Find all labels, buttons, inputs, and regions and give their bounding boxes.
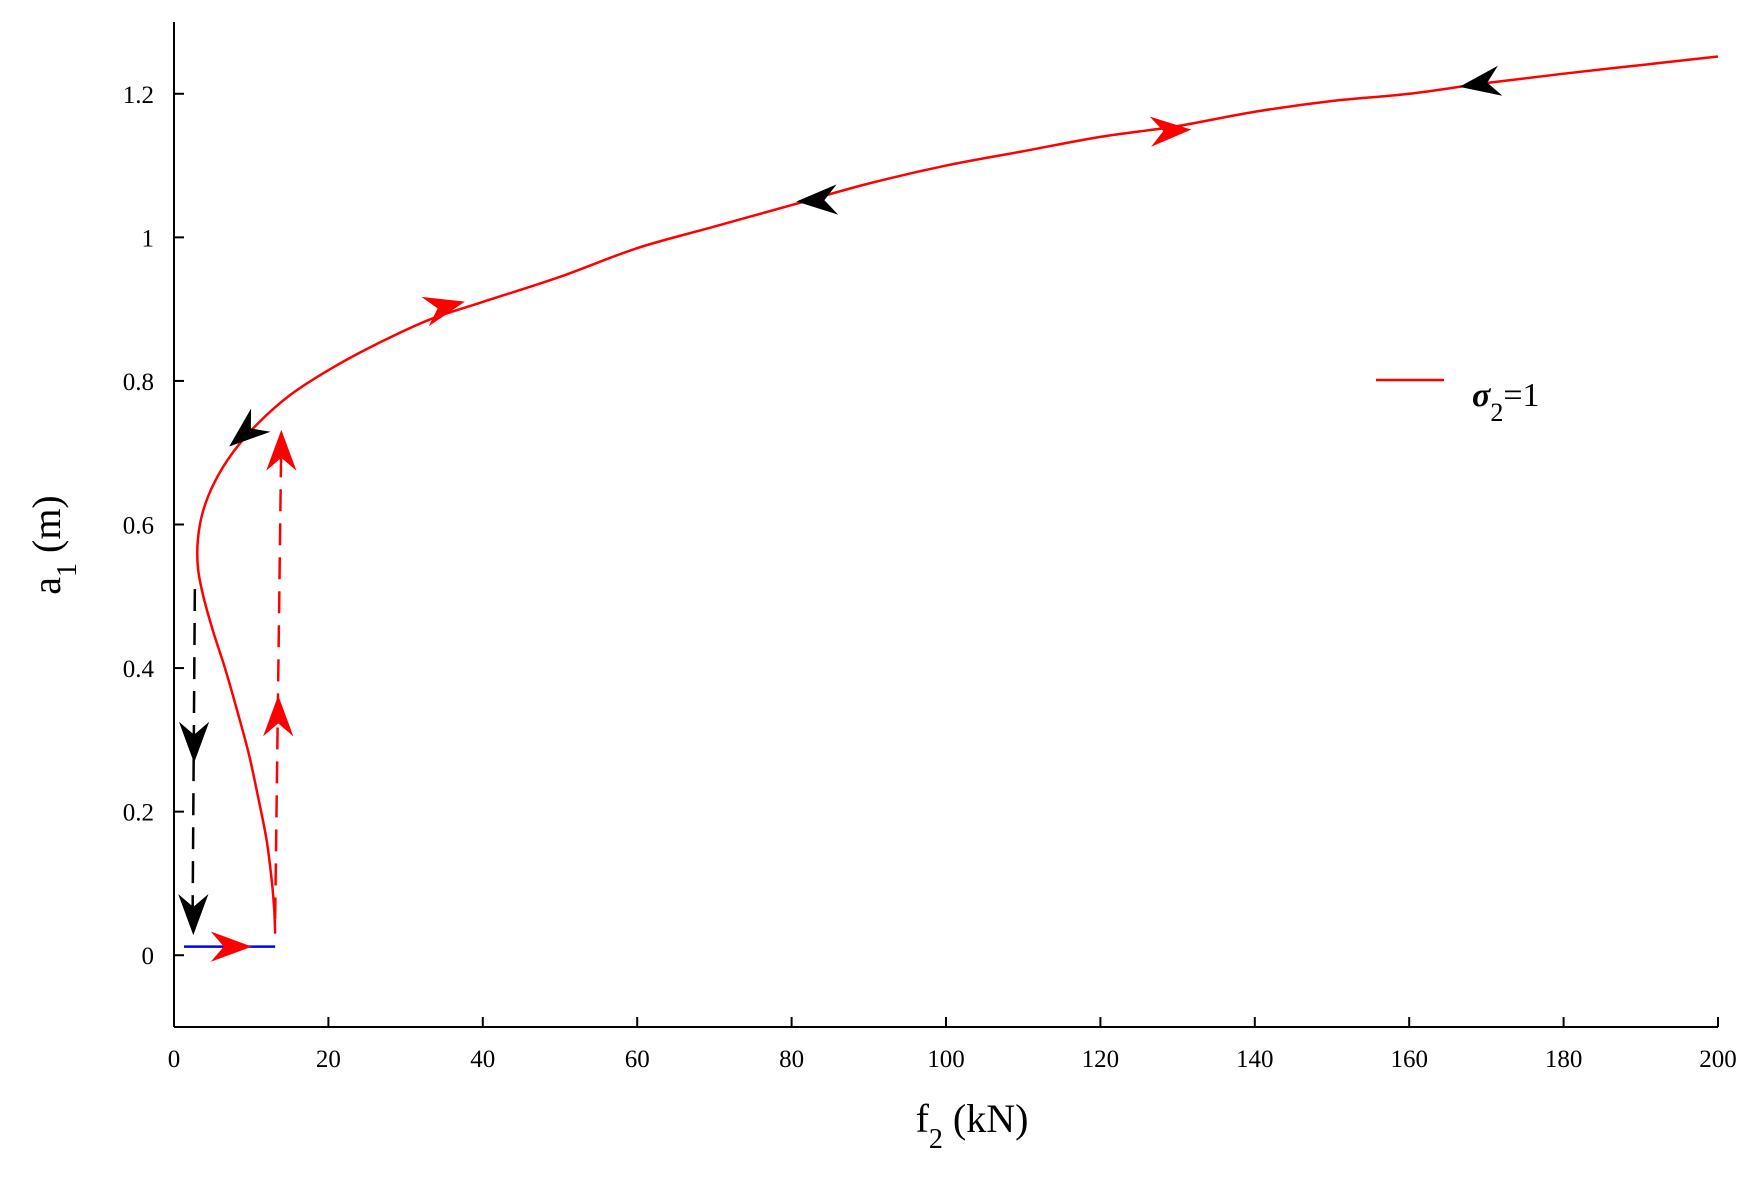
x-axis-title-rest: (kN) — [943, 1096, 1029, 1141]
x-tick-label: 40 — [470, 1046, 495, 1073]
tick-labels: 0 20 40 60 80 100 120 140 160 180 200 0 0.2 0.4 0.6 0.8… — [123, 82, 1737, 1073]
y-axis-title-main: a — [24, 577, 69, 595]
direction-arrow — [210, 931, 252, 962]
direction-arrow — [263, 695, 294, 737]
direction-arrow — [796, 184, 839, 215]
y-tick-label: 0.6 — [123, 513, 154, 540]
x-tick-label: 60 — [625, 1046, 650, 1073]
x-axis-title-main: f — [916, 1096, 930, 1141]
x-axis-title: f2 (kN) — [916, 1096, 1029, 1155]
y-tick-label: 0 — [142, 943, 155, 970]
x-tick-label: 140 — [1236, 1046, 1274, 1073]
legend: σ2=1 — [1376, 377, 1540, 427]
y-tick-label: 1.2 — [123, 82, 154, 109]
x-tick-label: 160 — [1390, 1046, 1428, 1073]
x-tick-label: 180 — [1545, 1046, 1583, 1073]
direction-arrow — [178, 721, 210, 763]
y-tick-label: 0.8 — [123, 369, 154, 396]
series-line-2 — [191, 589, 197, 927]
series-line-0 — [196, 55, 1719, 934]
legend-entry: σ2=1 — [1472, 377, 1540, 427]
legend-symbol: σ — [1472, 377, 1492, 414]
x-tick-label: 80 — [779, 1046, 804, 1073]
y-tick-label: 0.4 — [123, 656, 155, 683]
series-line-3 — [273, 438, 283, 920]
direction-arrow — [1459, 65, 1503, 96]
y-axis-title: a1 (m) — [24, 495, 83, 595]
legend-rest: =1 — [1503, 377, 1539, 414]
direction-arrow — [421, 296, 465, 327]
arrow-layer — [178, 65, 1503, 962]
x-axis-title-sub: 2 — [929, 1124, 943, 1155]
y-axis-title-rest: (m) — [24, 495, 69, 563]
y-tick-label: 1 — [142, 225, 155, 252]
x-tick-label: 200 — [1699, 1046, 1737, 1073]
y-axis-title-sub: 1 — [52, 563, 83, 577]
y-tick-label: 0.2 — [123, 800, 154, 827]
x-tick-label: 100 — [927, 1046, 965, 1073]
direction-arrow — [1149, 116, 1192, 147]
x-tick-label: 0 — [168, 1046, 181, 1073]
direction-arrow — [266, 429, 297, 471]
axes — [173, 22, 1719, 1028]
x-tick-label: 20 — [316, 1046, 341, 1073]
x-tick-label: 120 — [1082, 1046, 1120, 1073]
direction-arrow — [178, 894, 209, 936]
direction-arrow — [229, 408, 271, 447]
legend-sub: 2 — [1490, 398, 1503, 427]
